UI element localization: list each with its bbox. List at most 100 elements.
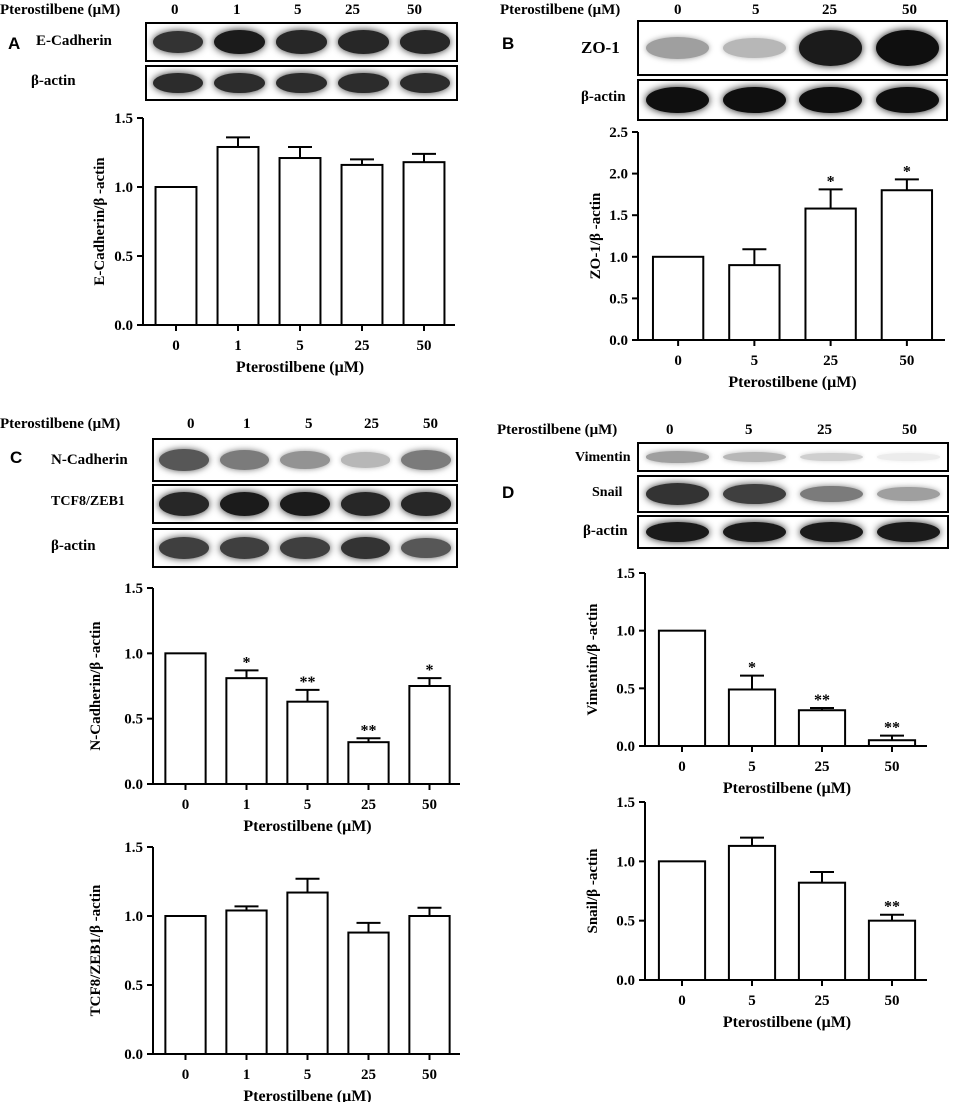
blot-band: [276, 72, 327, 94]
blot-band: [645, 86, 709, 114]
blot-band: [799, 485, 864, 503]
x-tick-label: 50: [885, 993, 900, 1009]
y-tick-label: 0.0: [124, 1047, 143, 1063]
panel-d-conc-1: 5: [745, 422, 753, 438]
x-axis-label: Pterostilbene (μM): [723, 780, 851, 797]
panel-b-conc-2: 25: [822, 2, 837, 18]
bar: [278, 157, 322, 326]
y-tick-label: 0.0: [114, 318, 133, 334]
y-axis-label: N-Cadherin/β -actin: [88, 621, 104, 751]
y-axis-label: ZO-1/β -actin: [588, 192, 604, 279]
blot-band: [799, 452, 864, 462]
significance-marker: *: [827, 173, 835, 190]
x-tick-label: 0: [182, 1067, 190, 1083]
x-tick-label: 1: [243, 1067, 251, 1083]
blot-band: [645, 451, 710, 463]
blot-band: [722, 37, 786, 58]
bar: [804, 207, 857, 341]
blot-label-c-beta-actin: β-actin: [51, 538, 96, 554]
panel-d-header-label: Pterostilbene (μM): [497, 422, 618, 438]
x-tick-label: 50: [899, 353, 914, 369]
bar: [867, 739, 917, 748]
bar: [225, 677, 268, 785]
panel-a-header-label: Pterostilbene (μM): [0, 2, 121, 18]
blot-band: [152, 72, 204, 94]
x-tick-label: 1: [234, 338, 242, 354]
blot-band: [401, 450, 451, 470]
chart-n-cadherin: 0.0 0.5 1.0 1.5 0 1 * 5 ** 25 ** 50 * Pterostilbene (…: [88, 581, 460, 835]
x-tick-label: 5: [296, 338, 304, 354]
blot-band: [645, 483, 710, 505]
blot-band: [214, 72, 266, 94]
panel-d-conc-2: 25: [817, 422, 832, 438]
panel-a-letter: A: [8, 34, 21, 53]
bar: [867, 919, 917, 982]
panel-c-conc-4: 50: [423, 416, 438, 432]
blot-band: [399, 72, 451, 94]
bar: [347, 741, 390, 785]
x-axis-label: Pterostilbene (μM): [243, 818, 371, 835]
blot-band: [214, 29, 266, 55]
y-tick-label: 1.0: [609, 250, 628, 266]
x-tick-label: 0: [182, 797, 190, 813]
x-tick-label: 0: [678, 759, 686, 775]
significance-marker: **: [300, 674, 316, 691]
blot-band: [159, 492, 209, 516]
blot-band: [159, 537, 209, 559]
significance-marker: **: [884, 720, 900, 737]
bar: [164, 652, 207, 786]
y-tick-label: 0.0: [609, 333, 628, 349]
y-tick-label: 2.0: [609, 167, 628, 183]
blot-band: [722, 483, 787, 505]
blot-c-beta-actin: [152, 528, 458, 568]
significance-marker: **: [361, 722, 377, 739]
blot-band: [340, 492, 391, 516]
bar: [154, 186, 198, 326]
y-tick-label: 1.0: [616, 854, 635, 870]
bar: [286, 891, 329, 1056]
blot-snail: [637, 475, 949, 513]
bar: [797, 881, 847, 981]
x-tick-label: 50: [422, 797, 437, 813]
y-axis-label: E-Cadherin/β -actin: [92, 157, 108, 286]
panel-d-letter: D: [502, 483, 515, 502]
blot-band: [337, 72, 389, 94]
blot-tcf8-zeb1: [152, 484, 458, 524]
blot-band: [722, 86, 786, 114]
y-tick-label: 1.5: [616, 566, 635, 582]
blot-n-cadherin: [152, 438, 458, 482]
panel-c-conc-2: 5: [305, 416, 313, 432]
blot-band: [401, 537, 451, 559]
x-tick-label: 5: [748, 759, 756, 775]
y-tick-label: 0.0: [616, 739, 635, 755]
panel-c-letter: C: [10, 448, 23, 467]
bar: [657, 629, 707, 747]
blot-band: [645, 521, 710, 543]
blot-label-tcf8-zeb1: TCF8/ZEB1: [51, 494, 125, 509]
blot-vimentin: [637, 442, 949, 472]
bar: [216, 145, 260, 327]
bar: [340, 163, 384, 326]
y-tick-label: 1.0: [616, 624, 635, 640]
y-tick-label: 0.5: [124, 978, 143, 994]
chart-tcf8-zeb1: 0.0 0.5 1.0 1.5 0 1 5 25 50 Pterostilbene (μM) TCF…: [88, 840, 460, 1102]
bar: [225, 909, 268, 1056]
x-tick-label: 50: [885, 759, 900, 775]
blot-band: [276, 30, 327, 54]
chart-zo-1: 0.0 0.5 1.0 1.5 2.0 2.5 0 5 25 * 50 * Pterostilbene …: [588, 125, 945, 390]
panel-b-letter: B: [502, 34, 515, 53]
blot-band: [876, 453, 941, 461]
x-tick-label: 25: [361, 797, 376, 813]
blot-band: [876, 521, 941, 543]
blot-b-beta-actin: [637, 79, 948, 121]
blot-band: [159, 448, 209, 472]
y-tick-label: 0.0: [124, 777, 143, 793]
y-tick-label: 1.5: [616, 795, 635, 811]
x-tick-label: 25: [815, 993, 830, 1009]
y-tick-label: 1.5: [114, 111, 133, 127]
blot-band: [799, 521, 864, 543]
panel-c-conc-1: 1: [243, 416, 251, 432]
blot-band: [280, 450, 330, 470]
x-tick-label: 5: [748, 993, 756, 1009]
x-axis-label: Pterostilbene (μM): [723, 1014, 851, 1031]
